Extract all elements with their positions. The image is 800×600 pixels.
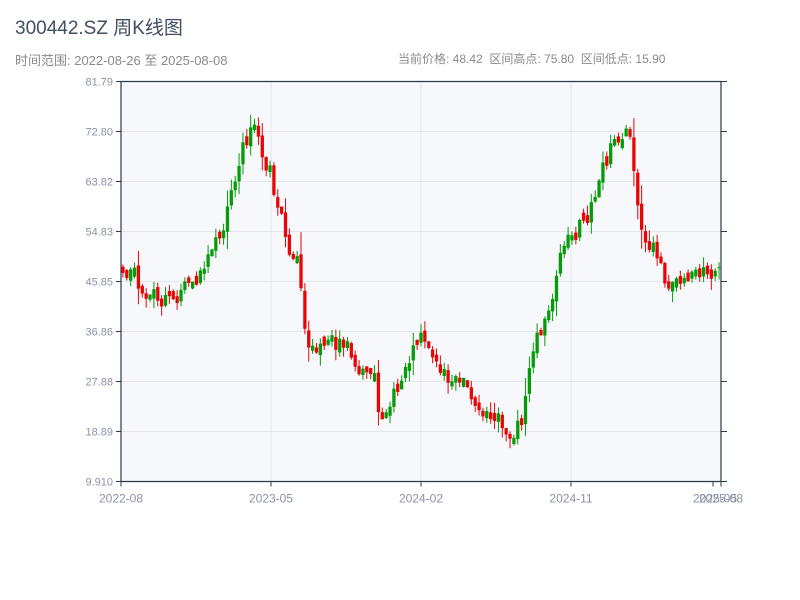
svg-text:27.88: 27.88 (85, 377, 113, 389)
svg-text:81.79: 81.79 (85, 77, 113, 89)
svg-text:63.82: 63.82 (85, 177, 113, 189)
svg-text:2025-05: 2025-05 (693, 492, 737, 506)
svg-text:45.85: 45.85 (85, 277, 113, 289)
svg-text:2022-08: 2022-08 (99, 492, 143, 506)
svg-text:9.910: 9.910 (85, 477, 113, 489)
svg-text:2023-05: 2023-05 (249, 492, 293, 506)
svg-text:54.83: 54.83 (85, 227, 113, 239)
svg-text:2024-02: 2024-02 (399, 492, 443, 506)
svg-text:72.80: 72.80 (85, 127, 113, 139)
svg-text:18.89: 18.89 (85, 427, 113, 439)
svg-text:2024-11: 2024-11 (549, 492, 592, 506)
svg-text:36.86: 36.86 (85, 327, 113, 339)
